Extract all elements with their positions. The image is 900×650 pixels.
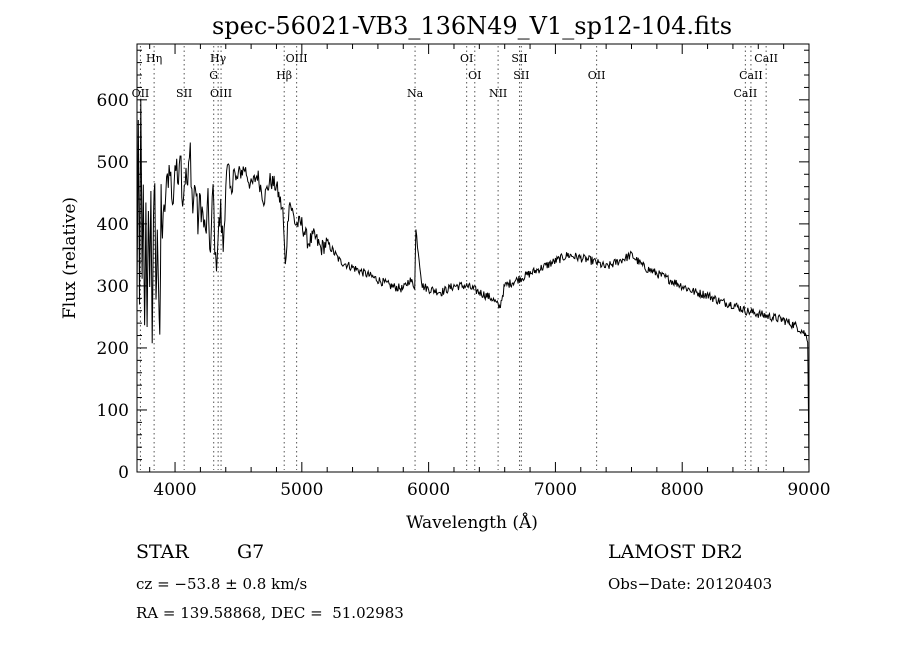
spectral-line-label: NII [489,87,507,100]
spectral-line-label: OIII [210,87,232,100]
object-class: STAR [136,541,189,563]
spectral-line-label: OII [588,69,606,82]
spectral-line-label: OI [468,69,481,82]
y-tick-label: 400 [97,215,129,235]
y-tick-label: 200 [97,339,129,359]
spectral-line-label: SII [513,69,529,82]
redshift-velocity: cz = −53.8 ± 0.8 km/s [136,575,308,593]
x-tick-label: 4000 [153,480,196,500]
spectral-line-markers [139,46,767,470]
spectral-line-labels: OII Hη SII Hγ G OIII OIII Hβ Na OI OI NII SII SII OII C… [132,52,778,100]
y-tick-label: 0 [118,463,129,483]
y-tick-label: 300 [97,277,129,297]
y-tick-label: 600 [97,91,129,111]
spectral-line-label: Hβ [276,69,292,82]
coordinates: RA = 139.58868, DEC = 51.02983 [136,604,404,622]
spectral-line-label: CaII [734,87,758,100]
spectrum-series [136,98,810,473]
spectral-line-label: Hγ [210,52,227,65]
x-tick-label: 9000 [787,480,830,500]
spectral-line-label: Na [407,87,424,100]
survey-name: LAMOST DR2 [608,541,743,563]
y-tick-label: 500 [97,153,129,173]
spectral-line-label: CaII [739,69,763,82]
x-tick-label: 7000 [534,480,577,500]
x-tick-label: 8000 [661,480,704,500]
spectral-line-label: OII [132,87,150,100]
spectrum-line [136,98,810,473]
chart-title: spec-56021-VB3_136N49_V1_sp12-104.fits [212,12,732,40]
spectral-line-label: CaII [754,52,778,65]
x-axis-label: Wavelength (Å) [406,512,538,533]
spectral-line-label: G [209,69,218,82]
x-tick-label: 6000 [407,480,450,500]
y-axis-label: Flux (relative) [60,197,80,319]
spectral-line-label: SII [511,52,527,65]
y-tick-label: 100 [97,401,129,421]
observation-date: Obs−Date: 20120403 [608,575,773,593]
spectral-line-label: OI [460,52,473,65]
y-axis-ticks: 0 100 200 300 400 500 600 [97,49,809,483]
x-tick-label: 5000 [280,480,323,500]
object-subclass: G7 [237,541,265,563]
x-axis-ticks: 4000 5000 6000 7000 8000 9000 [149,44,831,500]
spectral-line-label: Hη [146,52,162,65]
plot-frame [136,43,810,473]
spectral-line-label: OIII [286,52,308,65]
spectral-line-label: SII [176,87,192,100]
